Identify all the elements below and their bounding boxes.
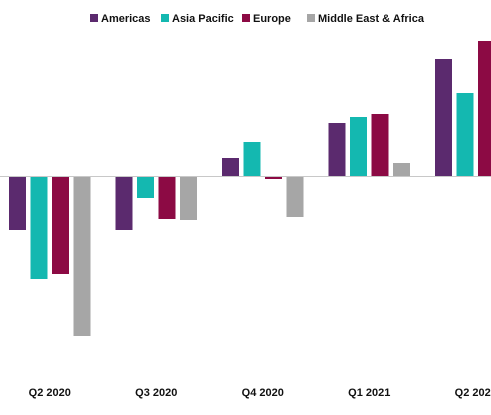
legend-swatch-europe [242, 14, 250, 22]
legend-swatch-asia-pacific [161, 14, 169, 22]
legend-label-americas: Americas [101, 13, 151, 25]
bar-asia-pacific-q3-2020 [137, 176, 154, 198]
legend-item-middle-east-and-africa: Middle East & Africa [307, 13, 425, 25]
bar-europe-q2-2020 [52, 176, 69, 274]
x-tick-label-q3-2020: Q3 2020 [135, 387, 177, 399]
bar-middle-east-and-africa-q2-2020 [73, 176, 91, 336]
bar-asia-pacific-q2-2020 [30, 176, 48, 279]
bar-americas-q2-2021 [435, 59, 452, 176]
legend-item-asia-pacific: Asia Pacific [161, 13, 234, 25]
legend-swatch-americas [90, 14, 98, 22]
bar-europe-q4-2020 [265, 176, 282, 179]
legend-label-asia-pacific: Asia Pacific [172, 13, 234, 25]
legend-label-middle-east-and-africa: Middle East & Africa [318, 13, 425, 25]
bar-americas-q1-2021 [328, 123, 346, 176]
bar-asia-pacific-q1-2021 [350, 117, 367, 176]
bar-americas-q3-2020 [115, 176, 133, 230]
bar-europe-q3-2020 [158, 176, 176, 219]
bar-asia-pacific-q2-2021 [456, 93, 474, 176]
bar-europe-q2-2021 [478, 41, 491, 176]
bar-americas-q2-2020 [9, 176, 26, 230]
legend-label-europe: Europe [253, 13, 291, 25]
legend-swatch-middle-east-and-africa [307, 14, 315, 22]
x-axis-labels: Q2 2020 Q3 2020 Q4 2020 Q1 2021 Q2 2021 [29, 387, 491, 399]
bar-asia-pacific-q4-2020 [243, 142, 261, 176]
legend: Americas Asia Pacific Europe Middle East & … [90, 13, 425, 25]
x-tick-label-q4-2020: Q4 2020 [242, 387, 284, 399]
bar-europe-q1-2021 [371, 114, 389, 176]
bars [9, 41, 491, 336]
bar-middle-east-and-africa-q3-2020 [180, 176, 197, 220]
legend-item-europe: Europe [242, 13, 291, 25]
x-tick-label-q2-2020: Q2 2020 [29, 387, 71, 399]
bar-americas-q4-2020 [222, 158, 239, 176]
legend-item-americas: Americas [90, 13, 151, 25]
x-tick-label-q2-2021: Q2 2021 [455, 387, 491, 399]
x-tick-label-q1-2021: Q1 2021 [348, 387, 390, 399]
bar-middle-east-and-africa-q1-2021 [393, 163, 410, 176]
bar-middle-east-and-africa-q4-2020 [286, 176, 304, 217]
